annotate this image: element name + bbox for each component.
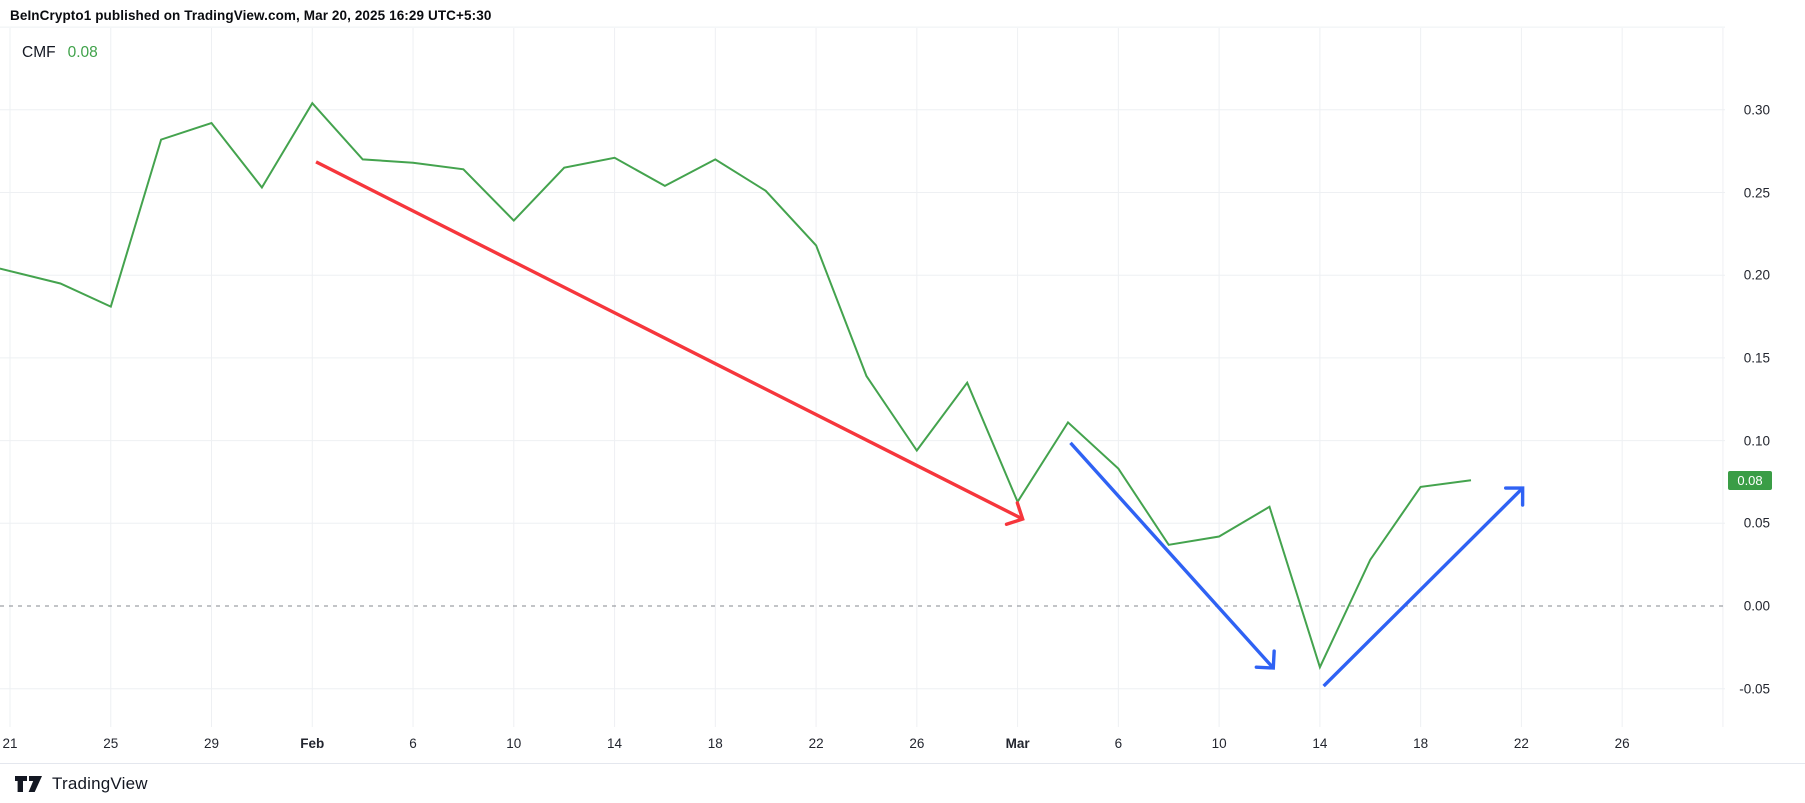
time-tick-label: 6 <box>1114 736 1123 751</box>
indicator-name-label: CMF <box>22 44 56 61</box>
time-tick-label: 10 <box>506 736 522 751</box>
time-axis: 21 25 29 Feb 6 10 14 18 22 26 Mar 6 10 14 18 22 26 <box>0 727 1805 763</box>
time-tick-label: 21 <box>2 736 18 751</box>
brand-name-label: TradingView <box>52 774 148 793</box>
attribution-text: BeInCrypto1 published on TradingView.com… <box>10 8 492 23</box>
time-tick-label: 22 <box>808 736 824 751</box>
footer: TradingView <box>0 763 1805 803</box>
last-value-badge: 0.08 <box>1728 470 1772 490</box>
blue-trend-arrow <box>1069 441 1276 670</box>
time-tick-label: 18 <box>707 736 723 751</box>
price-tick-label: 0.20 <box>1743 267 1770 283</box>
time-tick-label: 26 <box>909 736 925 751</box>
time-tick-label: 14 <box>607 736 623 751</box>
price-tick-label: 0.25 <box>1743 185 1770 200</box>
price-tick-label: 0.15 <box>1743 350 1770 366</box>
indicator-legend: CMF 0.08 <box>22 44 98 62</box>
price-tick-label: 0.30 <box>1743 102 1770 118</box>
time-tick-label: 6 <box>409 736 417 751</box>
cmf-line-chart <box>0 26 1725 727</box>
red-trend-arrow <box>315 160 1025 526</box>
time-tick-label: Feb <box>300 736 325 751</box>
cmf-series-line <box>0 101 1472 670</box>
price-axis: 0.30 0.25 0.20 0.15 0.10 0.05 0.00 -0.05 <box>1725 0 1805 763</box>
price-tick-label: 0.00 <box>1743 598 1770 614</box>
time-tick-label: 22 <box>1513 736 1529 751</box>
price-tick-label: 0.10 <box>1743 433 1770 449</box>
tradingview-logo-icon <box>15 776 42 792</box>
indicator-value-label: 0.08 <box>67 44 98 61</box>
time-tick-label: Mar <box>1005 736 1030 751</box>
time-tick-label: 29 <box>204 736 220 751</box>
time-tick-label: 10 <box>1211 736 1227 751</box>
time-tick-label: 26 <box>1614 736 1630 751</box>
blue-trend-arrow <box>1322 486 1525 688</box>
tradingview-link[interactable]: TradingView <box>14 774 148 794</box>
time-tick-label: 18 <box>1413 736 1429 751</box>
price-tick-label: -0.05 <box>1739 681 1770 697</box>
time-tick-label: 14 <box>1312 736 1328 751</box>
price-tick-label: 0.05 <box>1743 515 1770 531</box>
time-tick-label: 25 <box>103 736 119 751</box>
chart-pane: CMF 0.08 0.30 0.25 0.20 0.15 0.10 0.05 0.00 -0.0… <box>0 0 1805 763</box>
